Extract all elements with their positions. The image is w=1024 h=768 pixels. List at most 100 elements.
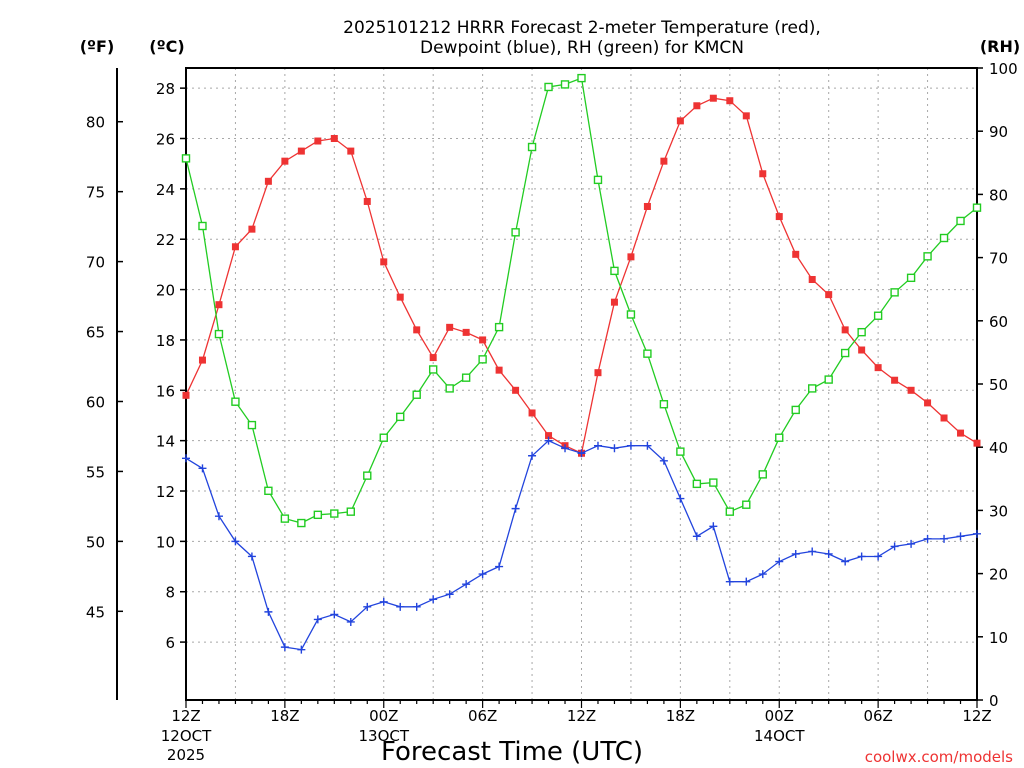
data-point: [528, 451, 537, 460]
data-point: [346, 507, 355, 516]
data-point: [890, 542, 899, 551]
data-point: [676, 447, 685, 456]
rh-tick-label: 100: [989, 60, 1018, 78]
data-point: [692, 479, 702, 489]
data-point: [791, 549, 800, 558]
data-point: [281, 157, 289, 165]
celsius-tick-label: 28: [156, 80, 175, 98]
data-point: [857, 552, 866, 561]
data-point: [610, 444, 619, 453]
data-point: [840, 348, 850, 358]
data-point: [462, 580, 471, 589]
celsius-tick-label: 18: [156, 332, 175, 350]
data-point: [907, 539, 916, 548]
rh-tick-label: 90: [989, 123, 1008, 141]
rh-tick-label: 50: [989, 376, 1008, 394]
data-point: [181, 154, 191, 163]
celsius-tick-label: 14: [156, 433, 175, 451]
x-tick-label: 18Z: [666, 707, 695, 725]
data-point: [626, 310, 636, 319]
celsius-tick-label: 22: [156, 231, 175, 249]
data-point: [347, 147, 355, 155]
data-point: [775, 433, 784, 442]
data-point: [412, 602, 421, 611]
chart-title-line1: 2025101212 HRRR Forecast 2-meter Tempera…: [343, 18, 821, 38]
data-point: [280, 643, 289, 652]
celsius-tick-label: 12: [156, 483, 175, 501]
data-point: [956, 532, 965, 541]
data-point: [545, 432, 553, 440]
data-point: [560, 80, 570, 89]
celsius-tick-label: 26: [156, 131, 175, 149]
data-point: [594, 369, 602, 377]
data-point: [396, 293, 404, 301]
x-tick-label: 12Z: [567, 707, 596, 725]
data-point: [544, 436, 553, 445]
data-point: [940, 534, 949, 543]
x-tick-label: 00Z: [369, 707, 398, 725]
data-point: [264, 177, 272, 185]
data-point: [413, 326, 421, 334]
rh-tick-label: 0: [989, 692, 999, 710]
data-point: [627, 253, 635, 261]
data-point: [577, 73, 586, 83]
data-point: [923, 252, 932, 261]
data-point: [759, 170, 767, 178]
data-point: [445, 590, 454, 599]
data-point: [726, 97, 734, 105]
data-point: [873, 311, 883, 320]
data-point: [182, 454, 190, 463]
data-point: [643, 202, 651, 210]
data-point: [643, 349, 652, 358]
data-point: [924, 399, 932, 407]
data-point: [676, 494, 685, 503]
rh-tick-label: 30: [989, 502, 1008, 520]
x-date-label: 13OCT: [358, 727, 409, 745]
data-point: [808, 547, 817, 556]
data-point: [396, 412, 405, 422]
data-point: [495, 562, 504, 571]
data-point: [824, 549, 833, 558]
celsius-tick-label: 6: [165, 634, 175, 652]
data-point: [330, 135, 338, 143]
data-point: [792, 250, 800, 258]
series-relative-humidity: [181, 73, 982, 528]
fahrenheit-tick-label: 75: [86, 184, 105, 202]
data-point: [314, 137, 322, 145]
celsius-tick-label: 20: [156, 282, 175, 300]
data-point: [363, 602, 372, 611]
data-point: [198, 356, 206, 364]
data-point: [446, 323, 454, 331]
data-point: [478, 355, 487, 364]
data-point: [429, 354, 437, 362]
data-point: [758, 470, 767, 479]
data-point: [380, 258, 388, 266]
data-point: [808, 276, 816, 284]
data-point: [907, 386, 915, 394]
data-point: [528, 409, 536, 417]
data-point: [313, 510, 323, 520]
data-point: [280, 514, 290, 523]
data-point: [527, 142, 537, 152]
data-point: [231, 537, 240, 546]
data-point: [775, 557, 784, 566]
data-point: [808, 384, 817, 393]
data-point: [693, 102, 701, 110]
data-point: [264, 486, 273, 496]
data-point: [247, 552, 256, 561]
data-point: [363, 197, 371, 205]
data-point: [479, 336, 487, 344]
data-point: [264, 607, 273, 616]
data-point: [478, 570, 487, 579]
data-point: [841, 326, 849, 334]
data-point: [758, 570, 767, 579]
data-point: [577, 449, 586, 458]
data-point: [214, 512, 223, 521]
x-tick-label: 00Z: [765, 707, 794, 725]
data-point: [692, 532, 701, 541]
data-point: [198, 221, 207, 231]
data-point: [858, 346, 866, 354]
data-point: [198, 464, 207, 473]
data-point: [346, 617, 355, 626]
data-point: [428, 365, 438, 374]
